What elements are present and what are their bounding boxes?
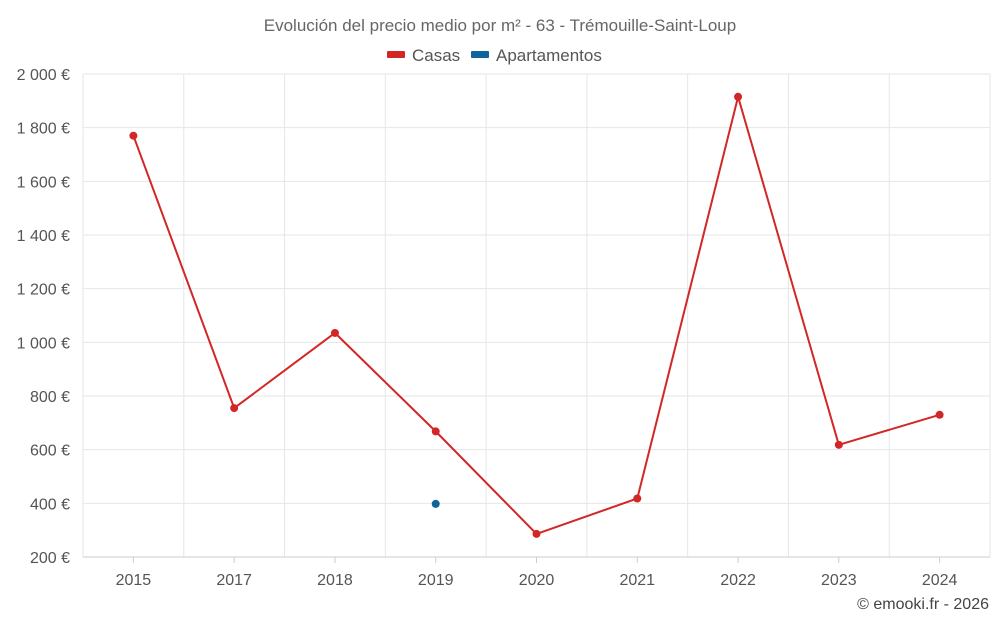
y-tick-label: 1 800 €	[17, 121, 70, 138]
data-point-casas[interactable]	[431, 427, 440, 436]
legend-swatch-apartamentos	[471, 51, 489, 58]
series	[129, 92, 944, 538]
x-tick-label: 2020	[519, 572, 555, 589]
x-tick-label: 2021	[619, 572, 655, 589]
data-point-casas[interactable]	[834, 440, 843, 449]
grid	[82, 73, 991, 558]
series-line-casas	[132, 95, 940, 535]
y-tick-label: 600 €	[30, 443, 70, 460]
y-axis-ticks: 200 € 400 € 600 € 800 € 1 000 € 1 200 € 1 400 …	[17, 67, 70, 567]
y-tick-label: 1 200 €	[17, 282, 70, 299]
x-tick-label: 2024	[922, 572, 958, 589]
x-axis-ticks: 2015 2017 2018 2019 2020 2021 2022 2023 2024	[116, 557, 958, 589]
legend-label-apartamentos: Apartamentos	[496, 46, 602, 65]
y-tick-label: 1 400 €	[17, 228, 70, 245]
data-point-casas[interactable]	[230, 404, 239, 413]
credit-text: © emooki.fr - 2026	[857, 596, 989, 613]
x-tick-label: 2023	[821, 572, 857, 589]
y-tick-label: 800 €	[30, 389, 70, 406]
data-point-casas[interactable]	[734, 92, 743, 101]
y-tick-label: 1 000 €	[17, 335, 70, 352]
data-point-casas[interactable]	[633, 494, 642, 503]
data-point-apartamentos[interactable]	[431, 499, 440, 508]
data-point-casas[interactable]	[532, 529, 541, 538]
legend: Casas Apartamentos	[387, 46, 602, 65]
y-tick-label: 1 600 €	[17, 174, 70, 191]
data-point-casas[interactable]	[129, 131, 138, 140]
legend-label-casas: Casas	[412, 46, 460, 65]
data-point-casas[interactable]	[935, 410, 944, 419]
x-tick-label: 2018	[317, 572, 353, 589]
y-tick-label: 2 000 €	[17, 67, 70, 84]
y-tick-label: 400 €	[30, 496, 70, 513]
x-tick-label: 2019	[418, 572, 454, 589]
chart-title: Evolución del precio medio por m² - 63 -…	[264, 16, 736, 35]
x-tick-label: 2017	[216, 572, 252, 589]
legend-swatch-casas	[387, 51, 405, 58]
x-tick-label: 2022	[720, 572, 756, 589]
data-point-casas[interactable]	[330, 328, 339, 337]
x-tick-label: 2015	[116, 572, 152, 589]
y-tick-label: 200 €	[30, 550, 70, 567]
